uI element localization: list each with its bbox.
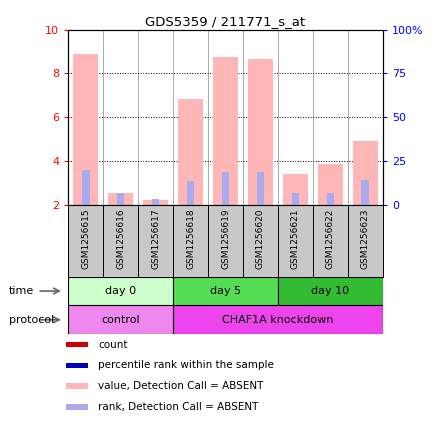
Text: day 0: day 0 [105, 286, 136, 296]
Bar [152, 199, 159, 205]
Bar [362, 179, 369, 205]
Text: CHAF1A knockdown: CHAF1A knockdown [222, 315, 334, 325]
Bar [248, 59, 273, 205]
Bar [66, 363, 88, 368]
Bar [178, 99, 203, 205]
Bar [173, 277, 278, 305]
Bar [68, 277, 173, 305]
Text: GSM1256615: GSM1256615 [81, 209, 90, 269]
Text: day 5: day 5 [210, 286, 241, 296]
Text: time: time [9, 286, 34, 296]
Bar [173, 305, 383, 334]
Text: day 10: day 10 [312, 286, 349, 296]
Text: GSM1256619: GSM1256619 [221, 209, 230, 269]
Text: rank, Detection Call = ABSENT: rank, Detection Call = ABSENT [99, 402, 259, 412]
Bar [66, 383, 88, 389]
Text: count: count [99, 340, 128, 349]
Bar [73, 54, 98, 205]
Bar [283, 174, 308, 205]
Bar [143, 201, 168, 205]
Text: GSM1256618: GSM1256618 [186, 209, 195, 269]
Bar [187, 181, 194, 205]
Text: GSM1256623: GSM1256623 [361, 209, 370, 269]
Bar [117, 193, 125, 205]
Bar [353, 141, 378, 205]
Bar [66, 342, 88, 347]
Bar [68, 305, 173, 334]
Bar [318, 164, 343, 205]
Bar [278, 277, 383, 305]
Title: GDS5359 / 211771_s_at: GDS5359 / 211771_s_at [146, 16, 305, 28]
Text: GSM1256621: GSM1256621 [291, 209, 300, 269]
Bar [257, 172, 264, 205]
Text: control: control [101, 315, 140, 325]
Bar [213, 57, 238, 205]
Text: GSM1256620: GSM1256620 [256, 209, 265, 269]
Text: GSM1256617: GSM1256617 [151, 209, 160, 269]
Bar [292, 193, 299, 205]
Bar [108, 193, 133, 205]
Bar [82, 170, 89, 205]
Bar [326, 193, 334, 205]
Text: GSM1256622: GSM1256622 [326, 209, 335, 269]
Text: GSM1256616: GSM1256616 [116, 209, 125, 269]
Bar [66, 404, 88, 410]
Text: value, Detection Call = ABSENT: value, Detection Call = ABSENT [99, 381, 264, 391]
Text: percentile rank within the sample: percentile rank within the sample [99, 360, 274, 371]
Text: protocol: protocol [9, 315, 54, 325]
Bar [222, 172, 229, 205]
